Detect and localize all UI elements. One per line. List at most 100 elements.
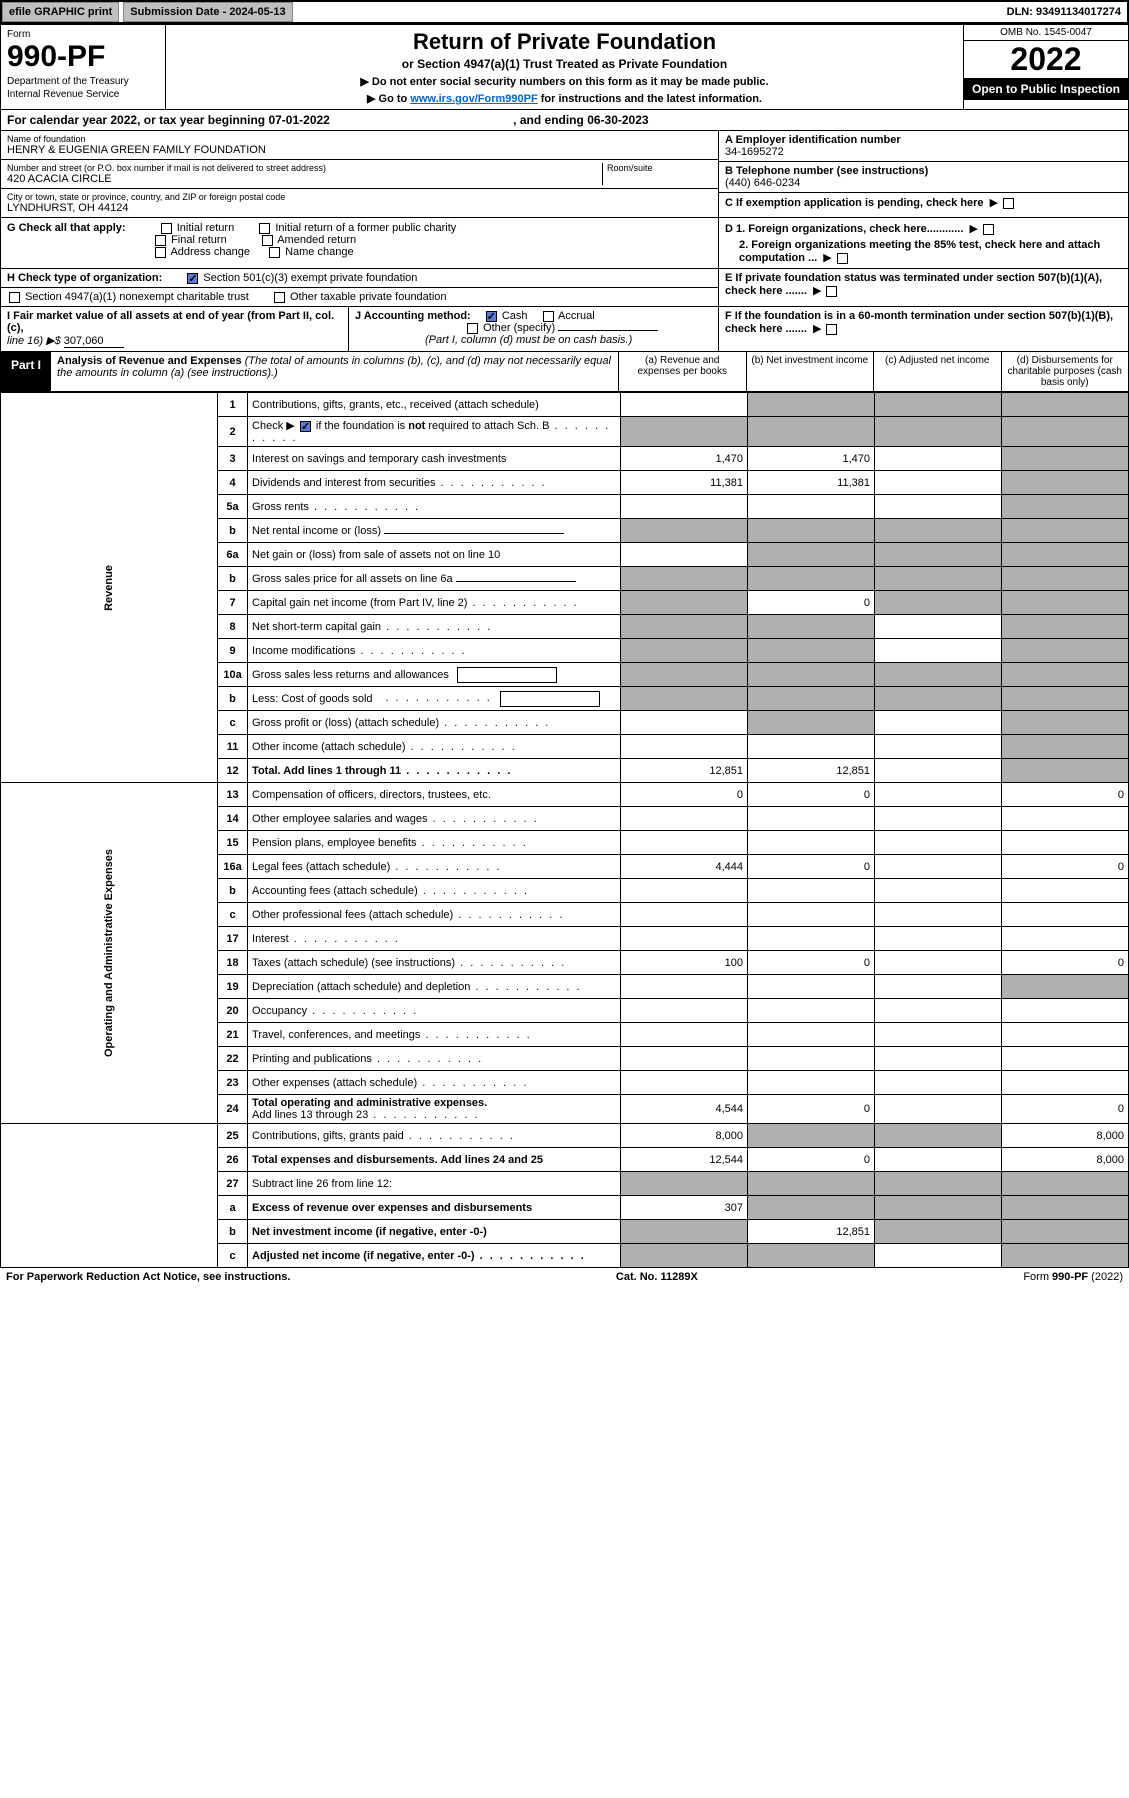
efile-print-button[interactable]: efile GRAPHIC print [2, 2, 119, 22]
r2-checkbox[interactable] [300, 421, 311, 432]
r27b-c [875, 1220, 1002, 1244]
r27b-d [1002, 1220, 1129, 1244]
r15-d [1002, 831, 1129, 855]
r17-a [621, 927, 748, 951]
g-initial-checkbox[interactable] [161, 223, 172, 234]
j-other-checkbox[interactable] [467, 323, 478, 334]
ln: c [218, 711, 248, 735]
part1-title: Analysis of Revenue and Expenses [57, 355, 242, 367]
r25-c [875, 1124, 1002, 1148]
ln: c [218, 1244, 248, 1268]
c-checkbox[interactable] [1003, 198, 1014, 209]
g-opt-4: Address change [170, 246, 250, 258]
r24-d: 0 [1002, 1095, 1129, 1124]
g-initial-former-checkbox[interactable] [259, 223, 270, 234]
col-a-header: (a) Revenue and expenses per books [619, 352, 747, 391]
r17-c [875, 927, 1002, 951]
d1-checkbox[interactable] [983, 224, 994, 235]
r22-a [621, 1047, 748, 1071]
r5a-a [621, 495, 748, 519]
r27c-d [1002, 1244, 1129, 1268]
h-opt-2: Section 4947(a)(1) nonexempt charitable … [25, 291, 249, 303]
ln: 14 [218, 807, 248, 831]
ln: 17 [218, 927, 248, 951]
g-final-checkbox[interactable] [155, 235, 166, 246]
ln: 8 [218, 615, 248, 639]
r11-d [1002, 735, 1129, 759]
r14-desc: Other employee salaries and wages [248, 807, 621, 831]
r20-d [1002, 999, 1129, 1023]
j-cash: Cash [502, 310, 528, 322]
r8-a [621, 615, 748, 639]
r20-c [875, 999, 1002, 1023]
h-other-checkbox[interactable] [274, 292, 285, 303]
r10a-box [457, 667, 557, 683]
r22-c [875, 1047, 1002, 1071]
g-amended-checkbox[interactable] [262, 235, 273, 246]
ln: 23 [218, 1071, 248, 1095]
r5b-a [621, 519, 748, 543]
h-4947-checkbox[interactable] [9, 292, 20, 303]
r8-desc: Net short-term capital gain [248, 615, 621, 639]
r24-desc: Total operating and administrative expen… [248, 1095, 621, 1124]
irs-link[interactable]: www.irs.gov/Form990PF [410, 93, 537, 105]
r8-d [1002, 615, 1129, 639]
r14-b [748, 807, 875, 831]
ln: b [218, 1220, 248, 1244]
ln: 18 [218, 951, 248, 975]
ein-label: A Employer identification number [725, 134, 1122, 146]
ln: 12 [218, 759, 248, 783]
r27-desc: Subtract line 26 from line 12: [248, 1172, 621, 1196]
e-checkbox[interactable] [826, 286, 837, 297]
r20-a [621, 999, 748, 1023]
r11-b [748, 735, 875, 759]
form-label: Form [7, 29, 159, 40]
r7-c [875, 591, 1002, 615]
j-section: J Accounting method: Cash Accrual Other … [348, 307, 718, 351]
r10a-b [748, 663, 875, 687]
g-address-checkbox[interactable] [155, 247, 166, 258]
r17-desc: Interest [248, 927, 621, 951]
r16b-desc: Accounting fees (attach schedule) [248, 879, 621, 903]
open-to-public: Open to Public Inspection [964, 78, 1128, 100]
r27c-c [875, 1244, 1002, 1268]
r22-desc: Printing and publications [248, 1047, 621, 1071]
j-cash-checkbox[interactable] [486, 311, 497, 322]
f-checkbox[interactable] [826, 324, 837, 335]
r5b-d [1002, 519, 1129, 543]
r21-d [1002, 1023, 1129, 1047]
i-value: 307,060 [64, 335, 124, 348]
j-accrual-checkbox[interactable] [543, 311, 554, 322]
h-501c3-checkbox[interactable] [187, 273, 198, 284]
r24-b: 0 [748, 1095, 875, 1124]
r24-c [875, 1095, 1002, 1124]
part1-desc: Analysis of Revenue and Expenses (The to… [51, 352, 618, 391]
address-label: Number and street (or P.O. box number if… [7, 163, 602, 173]
r3-desc: Interest on savings and temporary cash i… [248, 447, 621, 471]
r13-d: 0 [1002, 783, 1129, 807]
tax-year: 2022 [964, 41, 1128, 78]
arrow-icon: ▶ [813, 322, 821, 335]
cal-end: 06-30-2023 [587, 113, 648, 127]
col-d-header: (d) Disbursements for charitable purpose… [1002, 352, 1129, 391]
r19-d [1002, 975, 1129, 999]
r19-c [875, 975, 1002, 999]
ln: 21 [218, 1023, 248, 1047]
r27b-a [621, 1220, 748, 1244]
entity-right: A Employer identification number 34-1695… [718, 131, 1128, 217]
r27-d [1002, 1172, 1129, 1196]
r16c-a [621, 903, 748, 927]
r17-b [748, 927, 875, 951]
g-name-checkbox[interactable] [269, 247, 280, 258]
note-ssn: ▶ Do not enter social security numbers o… [170, 75, 959, 88]
r10a-a [621, 663, 748, 687]
entity-left: Name of foundation HENRY & EUGENIA GREEN… [1, 131, 718, 217]
r10c-desc: Gross profit or (loss) (attach schedule) [248, 711, 621, 735]
phone: (440) 646-0234 [725, 177, 1122, 189]
d2-checkbox[interactable] [837, 253, 848, 264]
irs-label: Internal Revenue Service [7, 89, 159, 100]
c-label: C If exemption application is pending, c… [725, 197, 984, 209]
r2-c [875, 417, 1002, 447]
r5b-c [875, 519, 1002, 543]
entity-block: Name of foundation HENRY & EUGENIA GREEN… [0, 131, 1129, 218]
